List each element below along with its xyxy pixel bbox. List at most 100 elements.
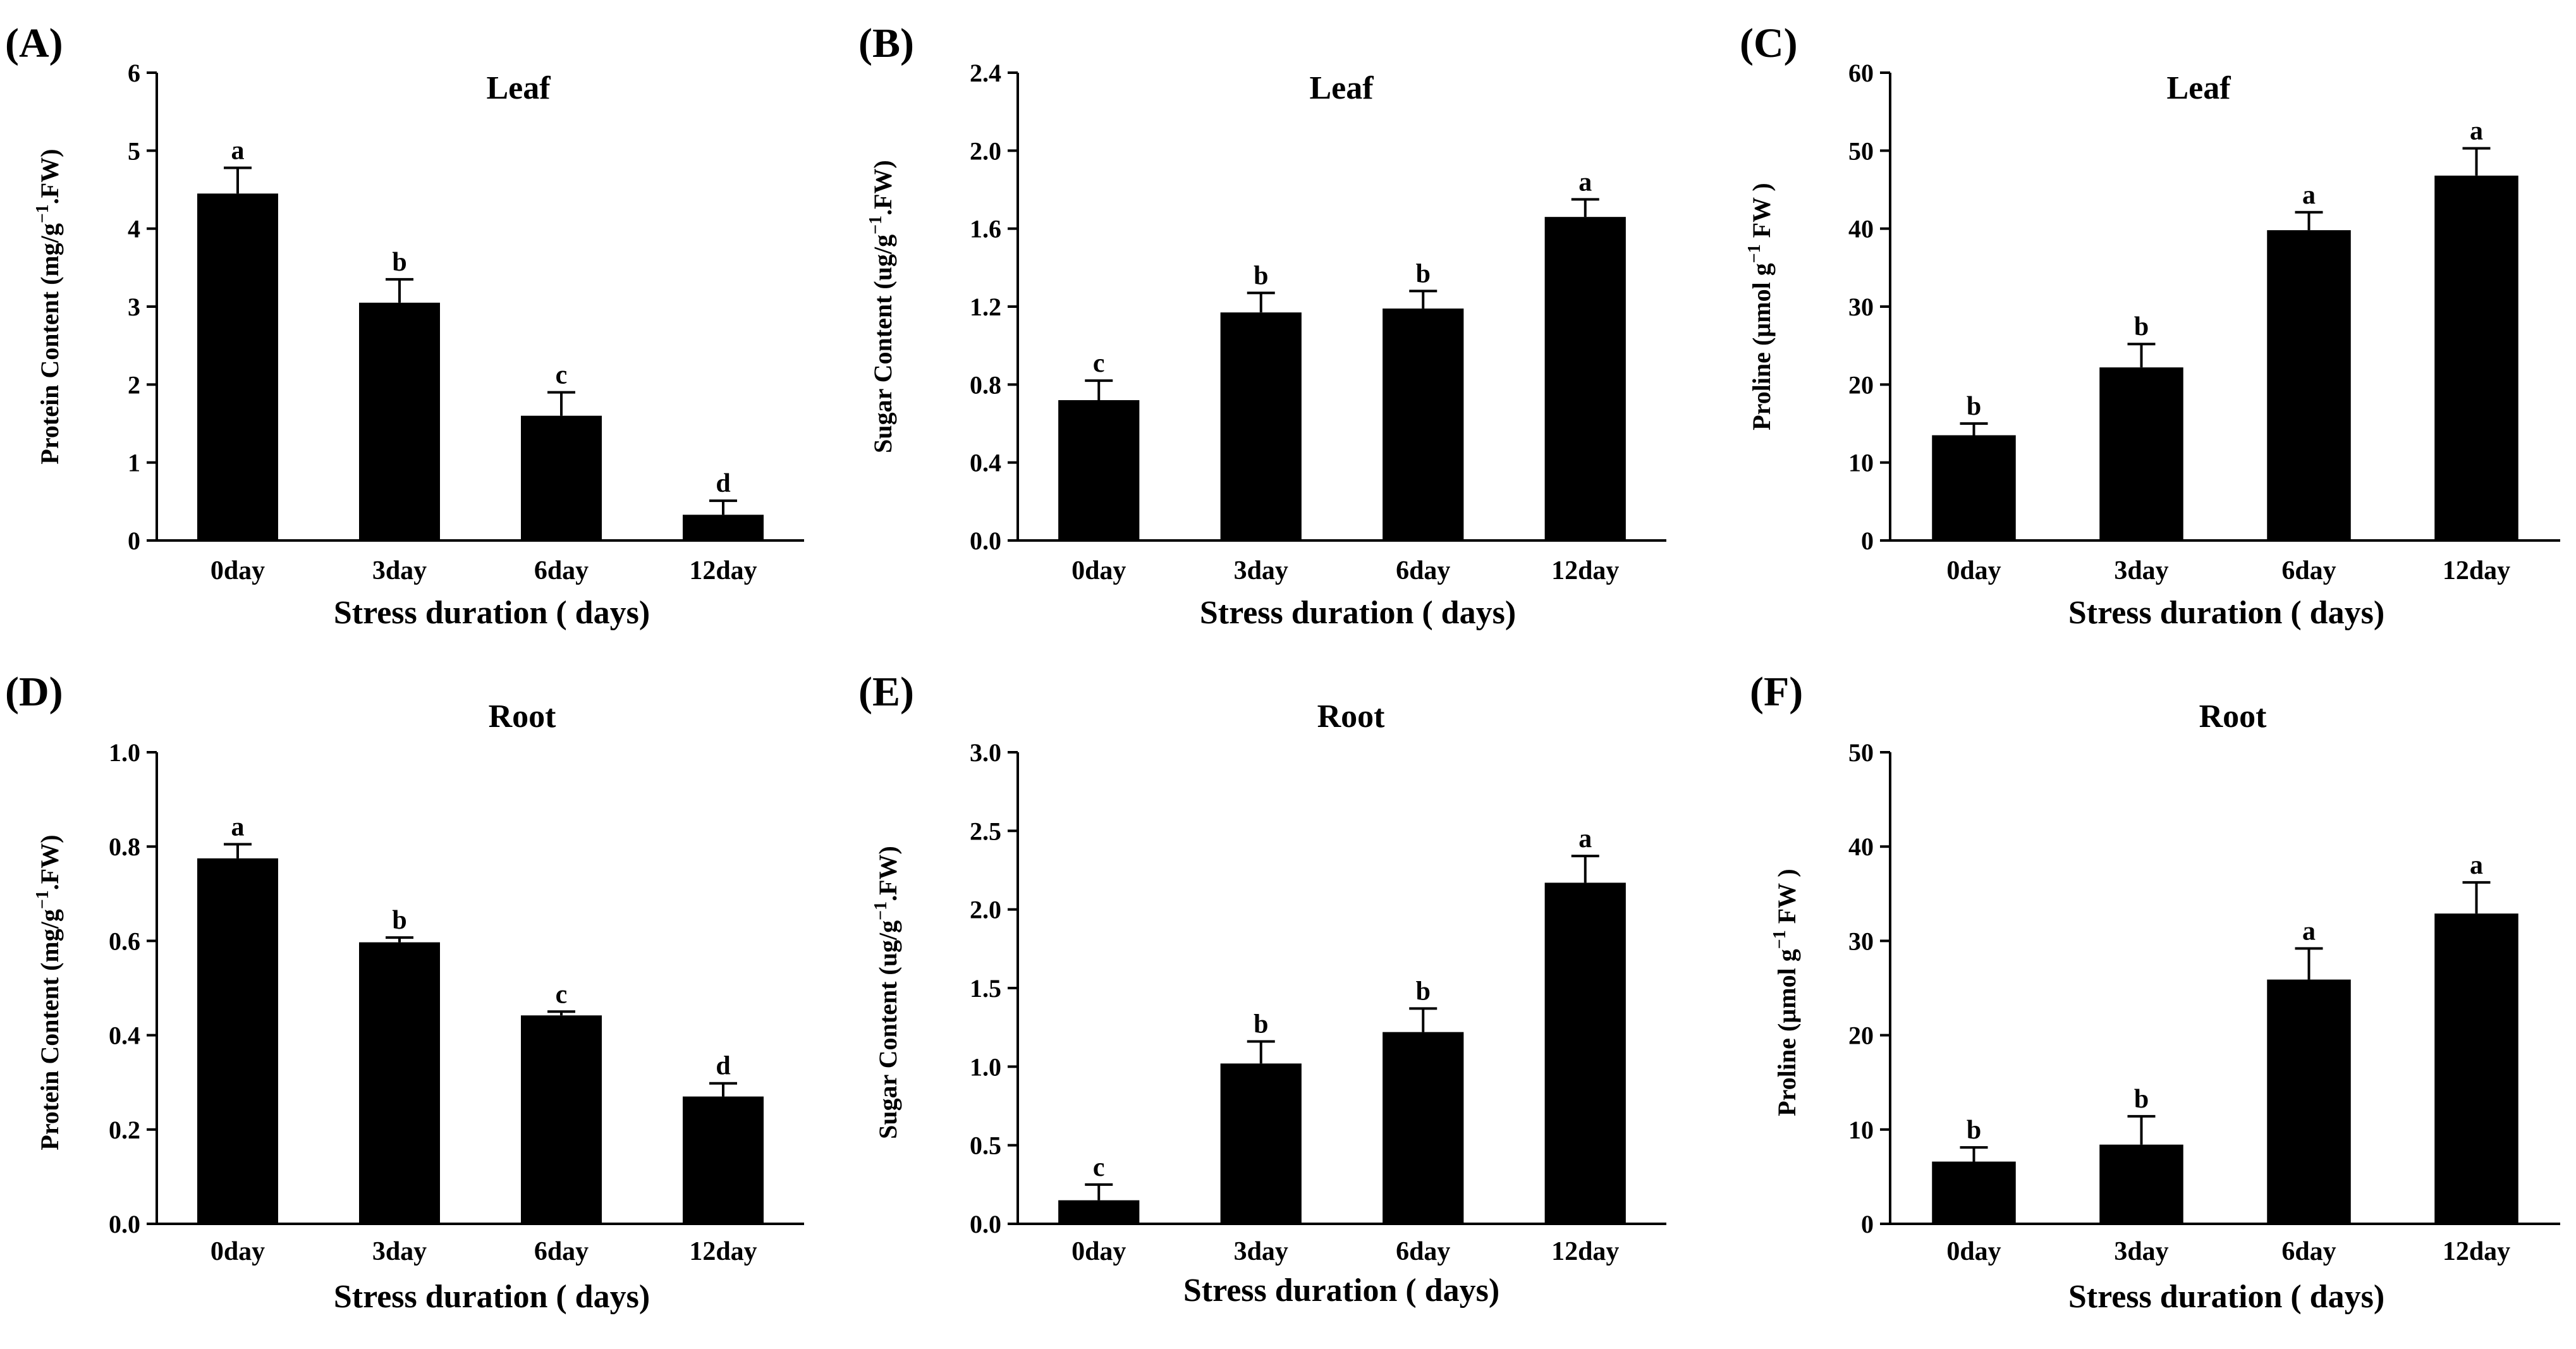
bar-3day (1220, 312, 1302, 540)
y-axis-label-main: Protein Content (mg/g (35, 223, 64, 464)
significance-letter: b (1416, 259, 1431, 288)
significance-letter: a (1578, 168, 1592, 197)
x-tick-label: 0day (1946, 1237, 2001, 1266)
significance-letter: a (1578, 824, 1592, 853)
y-tick-label: 2 (128, 370, 140, 399)
x-tick-label: 0day (211, 1237, 265, 1266)
bar-0day (197, 858, 278, 1224)
chart-title: Leaf (1309, 70, 1374, 106)
significance-letter: c (556, 980, 568, 1009)
panel-letter: (E) (858, 669, 914, 715)
bar-6day (2267, 979, 2351, 1224)
chart-title: Leaf (2166, 70, 2231, 106)
significance-letter: c (1093, 349, 1105, 378)
y-tick-label: 10 (1848, 1116, 1874, 1144)
chart-title: Root (1317, 699, 1386, 735)
bar-6day (521, 415, 602, 540)
bar-12day (683, 515, 764, 540)
bar-0day (1932, 435, 2016, 540)
x-axis-label: Stress duration ( days) (2068, 595, 2384, 631)
y-axis-label: Sugar Content (ug/g−1.FW) (871, 846, 902, 1139)
significance-letter: b (1416, 977, 1431, 1006)
significance-letter: b (2134, 312, 2149, 341)
y-tick-label: 20 (1848, 1022, 1874, 1050)
bar-3day (1220, 1063, 1302, 1224)
y-axis-label-superscript: −1 (1745, 244, 1764, 263)
y-axis-label-main: Sugar Content (ug/g (869, 235, 897, 453)
x-tick-label: 3day (1234, 556, 1288, 585)
y-tick-label: 0 (1861, 1210, 1874, 1238)
y-tick-label: 0.8 (109, 833, 140, 861)
y-axis-label: Sugar Content (ug/g−1.FW) (866, 160, 897, 453)
y-tick-label: 0.0 (970, 527, 1001, 555)
significance-letter: b (1967, 1116, 1981, 1145)
y-axis-label-superscript: −1 (866, 216, 886, 235)
bar-12day (2434, 175, 2518, 540)
x-tick-label: 0day (1946, 556, 2001, 585)
bar-0day (197, 193, 278, 541)
significance-letter: a (2470, 117, 2483, 146)
significance-letter: b (2134, 1085, 2149, 1114)
bar-3day (2099, 367, 2183, 540)
y-axis-label-superscript: −1 (33, 890, 52, 909)
y-tick-label: 0.0 (109, 1210, 140, 1238)
y-tick-label: 50 (1848, 137, 1874, 165)
y-tick-label: 2.0 (970, 137, 1001, 165)
significance-letter: a (2302, 181, 2316, 210)
x-tick-label: 6day (1396, 556, 1450, 585)
y-tick-label: 2.0 (970, 896, 1001, 924)
y-tick-label: 0.8 (970, 370, 1001, 399)
x-tick-label: 12day (1551, 1237, 1619, 1266)
bar-0day (1058, 400, 1140, 540)
panel-letter: (F) (1750, 669, 1803, 715)
y-axis-label: Proline (µmol g−1 FW ) (1745, 183, 1776, 430)
chart-panel-6: (F) Root Proline (µmol g−1 FW ) Stress dura… (1750, 669, 2560, 1315)
y-tick-label: 10 (1848, 449, 1874, 477)
x-tick-label: 12day (2443, 556, 2510, 585)
y-tick-label: 1.2 (970, 293, 1001, 321)
chart-panel-5: (E) Root Sugar Content (ug/g−1.FW) Stress d… (858, 669, 1666, 1309)
bar-6day (521, 1015, 602, 1224)
y-axis-label: Protein Content (mg/g−1.FW) (33, 834, 64, 1150)
x-tick-label: 6day (534, 1237, 589, 1266)
y-tick-label: 0 (1861, 527, 1874, 555)
y-axis-label: Proline (µmol g−1 FW ) (1770, 869, 1801, 1116)
significance-letter: c (1093, 1153, 1105, 1182)
chart-panel-4: (D) Root Protein Content (mg/g−1.FW) Stress… (5, 669, 804, 1315)
significance-letter: b (1254, 1010, 1268, 1039)
x-tick-label: 12day (689, 556, 757, 585)
x-tick-label: 3day (2114, 1237, 2168, 1266)
significance-letter: b (392, 906, 406, 935)
x-tick-label: 3day (1234, 1237, 1288, 1266)
chart-title: Leaf (486, 70, 551, 106)
bar-6day (2267, 230, 2351, 540)
significance-letter: a (231, 812, 245, 841)
significance-letter: d (716, 469, 730, 498)
x-axis-label: Stress duration ( days) (1183, 1273, 1499, 1309)
y-axis-label-superscript: −1 (1770, 930, 1790, 949)
y-tick-label: 0.5 (970, 1132, 1001, 1160)
y-tick-label: 6 (128, 59, 140, 87)
significance-letter: b (392, 248, 406, 277)
significance-letter: a (2470, 851, 2483, 880)
y-tick-label: 3 (128, 293, 140, 321)
x-tick-label: 3day (2114, 556, 2168, 585)
y-tick-label: 4 (128, 215, 140, 243)
y-tick-label: 0.4 (970, 449, 1001, 477)
x-tick-label: 12day (2443, 1237, 2510, 1266)
x-tick-label: 6day (534, 556, 589, 585)
x-tick-label: 0day (211, 556, 265, 585)
y-axis-label-superscript: −1 (33, 204, 52, 223)
y-tick-label: 0.6 (109, 927, 140, 955)
y-tick-label: 30 (1848, 293, 1874, 321)
y-axis-label-superscript: −1 (871, 901, 891, 920)
y-axis-label-unit: .FW) (35, 149, 64, 204)
y-tick-label: 40 (1848, 833, 1874, 861)
bar-0day (1932, 1161, 2016, 1224)
y-tick-label: 0 (128, 527, 140, 555)
significance-letter: c (556, 361, 568, 390)
x-axis-label: Stress duration ( days) (334, 1279, 650, 1315)
x-tick-label: 6day (2281, 1237, 2336, 1266)
y-axis-label-unit: .FW) (35, 834, 64, 890)
bar-6day (1383, 308, 1464, 540)
